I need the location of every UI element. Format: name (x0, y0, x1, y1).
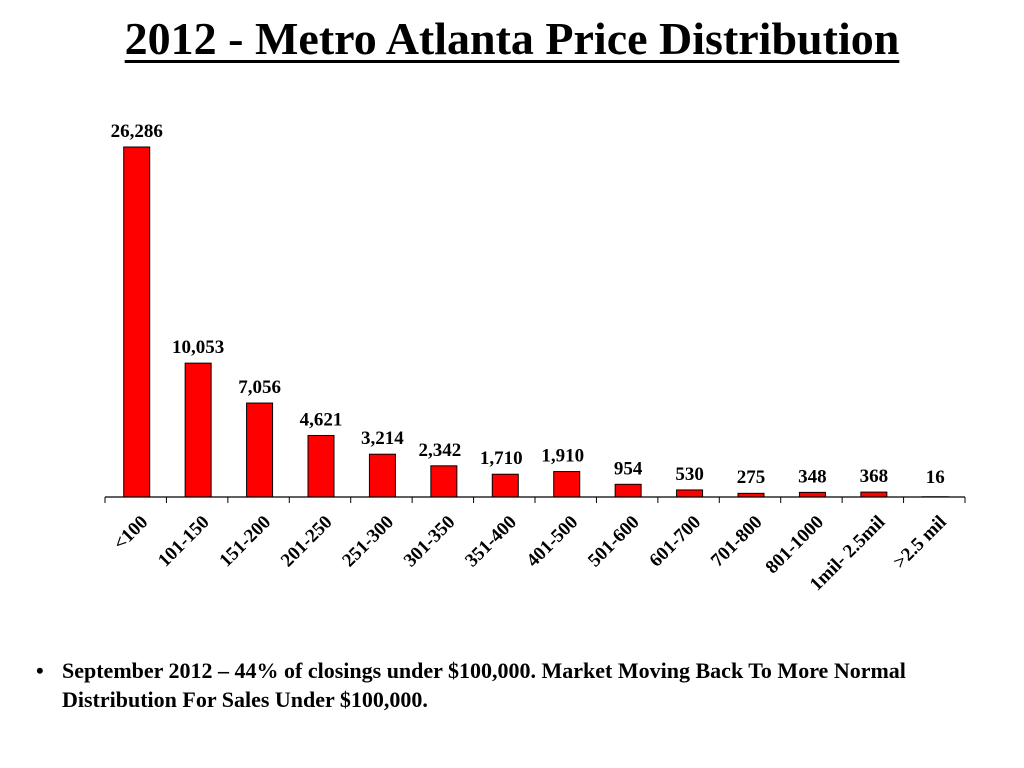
data-label: 7,056 (238, 377, 281, 398)
bar-351-400 (491, 473, 519, 498)
footnote-text: September 2012 – 44% of closings under $… (62, 658, 906, 712)
data-label: 348 (798, 466, 827, 487)
bar-151-200 (246, 402, 274, 498)
x-tick-label: 601-700 (645, 512, 705, 572)
x-tick-label: 201-250 (277, 512, 337, 572)
x-axis (104, 496, 966, 503)
data-label: 16 (926, 467, 945, 488)
footnote: • September 2012 – 44% of closings under… (36, 656, 996, 714)
chart-title: 2012 - Metro Atlanta Price Distribution (124, 13, 900, 64)
data-label: 275 (737, 467, 766, 488)
x-tick-label: 401-500 (523, 512, 583, 572)
bar-401-500 (553, 471, 581, 498)
data-label: 26,286 (111, 121, 163, 142)
bar-801-1000 (798, 491, 826, 498)
x-tick-label: <100 (110, 512, 153, 555)
x-tick-label: >2.5 mil (890, 512, 951, 573)
data-label: 530 (675, 464, 704, 485)
x-tick-label: 701-800 (707, 512, 767, 572)
data-label: 2,342 (418, 440, 461, 461)
x-tick-label: 101-150 (154, 512, 214, 572)
bar-301-350 (430, 465, 458, 498)
bar-251-300 (368, 453, 396, 498)
bar-201-250 (307, 434, 335, 498)
data-label: 954 (614, 458, 643, 479)
bullet-icon: • (36, 658, 44, 683)
x-tick-label-group: <100 101-150 151-200 201-250 251-300 301-350 3… (110, 512, 951, 596)
data-label: 1,910 (541, 446, 584, 467)
x-tick-label: 151-200 (215, 512, 275, 572)
data-label: 10,053 (172, 337, 224, 358)
x-tick-label: 501-600 (584, 512, 644, 572)
bar-<100 (123, 146, 151, 498)
bar-601-700 (676, 489, 704, 498)
data-label: 1,710 (480, 448, 523, 469)
x-tick-label: 301-350 (400, 512, 460, 572)
x-tick-label: 251-300 (338, 512, 398, 572)
bar-1mil- 2.5mil (860, 491, 888, 498)
x-tick-label: 351-400 (461, 512, 521, 572)
bar-501-600 (614, 483, 642, 498)
data-label: 368 (860, 466, 889, 487)
bar-group (123, 146, 949, 498)
data-label-group: 26,286 10,053 7,056 4,621 3,214 2,342 1,710 1,9… (111, 121, 945, 488)
bar-101-150 (184, 362, 212, 498)
bar-chart: 26,286 10,053 7,056 4,621 3,214 2,342 1,710 1,9… (104, 121, 966, 596)
data-label: 4,621 (300, 409, 343, 430)
data-label: 3,214 (361, 428, 404, 449)
